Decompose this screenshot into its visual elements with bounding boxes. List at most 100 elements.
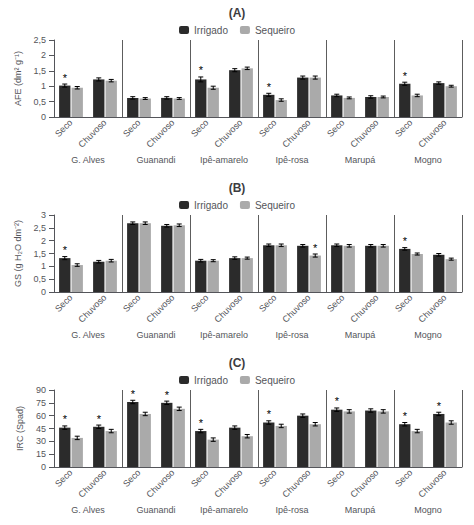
svg-text:1: 1 [41, 261, 46, 271]
svg-text:1: 1 [41, 81, 46, 91]
svg-text:Ipê-rosa: Ipê-rosa [275, 330, 308, 340]
svg-text:Guanandi: Guanandi [136, 155, 175, 165]
svg-text:Chuvoso: Chuvoso [348, 467, 380, 499]
svg-text:3: 3 [41, 210, 46, 220]
svg-text:2: 2 [41, 50, 46, 60]
svg-text:*: * [437, 400, 442, 412]
svg-text:0,5: 0,5 [33, 97, 46, 107]
svg-text:1,5: 1,5 [33, 66, 46, 76]
svg-text:Seco: Seco [325, 292, 347, 314]
svg-text:Sequeiro: Sequeiro [255, 25, 295, 36]
svg-text:Chuvoso: Chuvoso [348, 117, 380, 149]
svg-text:0: 0 [41, 462, 46, 472]
svg-text:Chuvoso: Chuvoso [416, 292, 448, 324]
svg-text:Seco: Seco [325, 467, 347, 489]
svg-text:75: 75 [36, 398, 46, 408]
svg-text:Seco: Seco [257, 117, 279, 139]
svg-text:(A): (A) [229, 6, 246, 20]
svg-text:Sequeiro: Sequeiro [255, 200, 295, 211]
svg-text:Seco: Seco [393, 117, 415, 139]
svg-text:Irrigado: Irrigado [194, 25, 228, 36]
svg-text:*: * [267, 408, 272, 420]
svg-text:G. Alves: G. Alves [71, 155, 105, 165]
svg-text:Irrigado: Irrigado [194, 200, 228, 211]
svg-text:Chuvoso: Chuvoso [348, 292, 380, 324]
svg-text:Seco: Seco [393, 292, 415, 314]
svg-text:*: * [403, 410, 408, 422]
svg-text:Ipê-rosa: Ipê-rosa [275, 155, 308, 165]
svg-text:Chuvoso: Chuvoso [280, 467, 312, 499]
svg-text:Seco: Seco [53, 117, 75, 139]
svg-text:0: 0 [41, 287, 46, 297]
svg-text:IRC (Spad): IRC (Spad) [15, 406, 25, 451]
svg-text:*: * [165, 389, 170, 401]
svg-text:Chuvoso: Chuvoso [76, 467, 108, 499]
svg-text:Ipê-amarelo: Ipê-amarelo [200, 155, 248, 165]
svg-text:Ipê-amarelo: Ipê-amarelo [200, 505, 248, 515]
svg-text:GS (g H₂O dm⁻²): GS (g H₂O dm⁻²) [13, 220, 23, 287]
svg-text:Seco: Seco [257, 467, 279, 489]
svg-text:Chuvoso: Chuvoso [212, 292, 244, 324]
svg-text:90: 90 [36, 385, 46, 395]
svg-text:*: * [199, 417, 204, 429]
svg-text:Mogno: Mogno [414, 505, 442, 515]
svg-text:Seco: Seco [121, 467, 143, 489]
svg-text:*: * [199, 64, 204, 76]
svg-text:Seco: Seco [121, 117, 143, 139]
svg-text:*: * [97, 413, 102, 425]
svg-text:Chuvoso: Chuvoso [416, 467, 448, 499]
svg-text:Seco: Seco [393, 467, 415, 489]
svg-text:Ipê-rosa: Ipê-rosa [275, 505, 308, 515]
svg-text:Chuvoso: Chuvoso [144, 117, 176, 149]
svg-text:*: * [131, 388, 136, 400]
svg-text:60: 60 [36, 411, 46, 421]
svg-text:Mogno: Mogno [414, 330, 442, 340]
svg-text:(C): (C) [229, 356, 246, 370]
svg-text:AFE (dm² g⁻¹): AFE (dm² g⁻¹) [13, 51, 23, 106]
svg-text:Chuvoso: Chuvoso [76, 292, 108, 324]
svg-text:Chuvoso: Chuvoso [280, 117, 312, 149]
svg-text:Chuvoso: Chuvoso [212, 117, 244, 149]
svg-text:(B): (B) [229, 181, 246, 195]
svg-text:2,5: 2,5 [33, 223, 46, 233]
svg-text:Mogno: Mogno [414, 155, 442, 165]
svg-text:*: * [63, 244, 68, 256]
svg-text:Chuvoso: Chuvoso [280, 292, 312, 324]
svg-text:Guanandi: Guanandi [136, 330, 175, 340]
svg-text:30: 30 [36, 436, 46, 446]
svg-text:*: * [63, 413, 68, 425]
svg-text:Seco: Seco [257, 292, 279, 314]
svg-text:*: * [313, 242, 318, 254]
svg-text:0,5: 0,5 [33, 274, 46, 284]
svg-text:Marupá: Marupá [345, 505, 376, 515]
svg-text:Chuvoso: Chuvoso [144, 292, 176, 324]
svg-text:*: * [63, 72, 68, 84]
svg-text:15: 15 [36, 449, 46, 459]
svg-text:G. Alves: G. Alves [71, 505, 105, 515]
svg-text:Guanandi: Guanandi [136, 505, 175, 515]
svg-text:Chuvoso: Chuvoso [144, 467, 176, 499]
svg-text:Ipê-amarelo: Ipê-amarelo [200, 330, 248, 340]
svg-text:Seco: Seco [189, 292, 211, 314]
svg-text:Seco: Seco [121, 292, 143, 314]
svg-text:45: 45 [36, 424, 46, 434]
svg-text:Seco: Seco [325, 117, 347, 139]
svg-text:Irrigado: Irrigado [194, 375, 228, 386]
svg-text:Chuvoso: Chuvoso [416, 117, 448, 149]
svg-text:Seco: Seco [189, 117, 211, 139]
svg-text:Chuvoso: Chuvoso [76, 117, 108, 149]
svg-text:Marupá: Marupá [345, 155, 376, 165]
svg-text:2,5: 2,5 [33, 35, 46, 45]
svg-text:0: 0 [41, 112, 46, 122]
svg-text:1,5: 1,5 [33, 249, 46, 259]
svg-text:Seco: Seco [189, 467, 211, 489]
svg-text:*: * [267, 81, 272, 93]
svg-text:Seco: Seco [53, 467, 75, 489]
svg-text:Sequeiro: Sequeiro [255, 375, 295, 386]
svg-text:G. Alves: G. Alves [71, 330, 105, 340]
svg-text:*: * [403, 235, 408, 247]
svg-text:*: * [335, 395, 340, 407]
svg-text:*: * [403, 70, 408, 82]
svg-text:Chuvoso: Chuvoso [212, 467, 244, 499]
svg-text:Marupá: Marupá [345, 330, 376, 340]
